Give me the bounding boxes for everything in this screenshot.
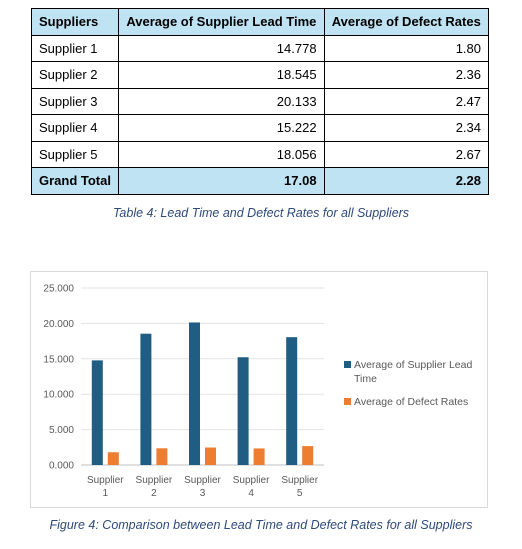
table-caption: Table 4: Lead Time and Defect Rates for … (112, 206, 410, 220)
defect-rate-value: 2.67 (323, 140, 490, 168)
grand-total-lead-time: 17.08 (118, 167, 325, 195)
y-tick-label: 20.000 (43, 319, 74, 330)
x-tick-label: 4 (248, 488, 254, 499)
y-tick-label: 5.000 (49, 425, 74, 436)
lead-time-bar (140, 333, 152, 465)
supplier-name: Supplier 1 (30, 34, 120, 62)
supplier-name: Supplier 3 (30, 87, 120, 115)
defect-rate-value: 2.34 (323, 114, 490, 142)
legend-label: Average of Supplier Lead (354, 359, 472, 371)
grand-total-row: Grand Total 17.08 2.28 (30, 167, 490, 195)
defect-rate-value: 2.47 (323, 87, 490, 115)
table-header-row: Suppliers Average of Supplier Lead Time … (30, 8, 490, 36)
defect-rate-value: 2.36 (323, 61, 490, 89)
y-tick-label: 10.000 (43, 390, 74, 401)
table-row: Supplier 5 18.056 2.67 (30, 140, 490, 168)
legend-swatch (344, 361, 351, 368)
supplier-name: Supplier 5 (30, 140, 120, 168)
lead-time-bar (286, 337, 298, 465)
x-tick-label: 1 (103, 488, 109, 499)
y-tick-label: 0.000 (49, 461, 74, 472)
defect-rate-bar (253, 448, 265, 465)
grand-total-label: Grand Total (30, 167, 120, 195)
lead-time-value: 18.545 (118, 61, 325, 89)
supplier-name: Supplier 2 (30, 61, 120, 89)
table-row: Supplier 1 14.778 1.80 (30, 34, 490, 62)
x-tick-label: Supplier (184, 475, 221, 486)
lead-time-value: 18.056 (118, 140, 325, 168)
chart-frame: 0.000 5.000 10.000 15.000 20.000 25.000 Suppli… (30, 271, 488, 508)
header-lead-time: Average of Supplier Lead Time (118, 8, 325, 36)
figure-caption: Figure 4: Comparison between Lead Time a… (49, 518, 473, 532)
grand-total-defect-rate: 2.28 (323, 167, 490, 195)
x-tick-label: 5 (297, 488, 303, 499)
bar-chart: 0.000 5.000 10.000 15.000 20.000 25.000 Suppli… (43, 284, 472, 500)
lead-time-value: 14.778 (118, 34, 325, 62)
table-row: Supplier 4 15.222 2.34 (30, 114, 490, 142)
legend-swatch (344, 398, 351, 405)
x-tick-label: Supplier (233, 475, 270, 486)
legend-label: Average of Defect Rates (354, 396, 468, 408)
x-tick-label: Supplier (136, 475, 173, 486)
defect-rate-bar (302, 446, 314, 465)
lead-time-value: 15.222 (118, 114, 325, 142)
defect-rate-value: 1.80 (323, 34, 490, 62)
defect-rate-bar (205, 447, 216, 465)
lead-time-bar (237, 357, 249, 465)
y-tick-label: 15.000 (43, 354, 74, 365)
supplier-table: Suppliers Average of Supplier Lead Time … (30, 8, 490, 195)
x-tick-label: Supplier (281, 475, 318, 486)
x-tick-label: 3 (200, 488, 206, 499)
legend-label: Time (354, 373, 377, 385)
supplier-name: Supplier 4 (30, 114, 120, 142)
table-row: Supplier 2 18.545 2.36 (30, 61, 490, 89)
lead-time-bar (91, 360, 103, 465)
defect-rate-bar (107, 452, 119, 465)
header-suppliers: Suppliers (30, 8, 120, 36)
table-row: Supplier 3 20.133 2.47 (30, 87, 490, 115)
header-defect-rates: Average of Defect Rates (323, 8, 490, 36)
x-tick-label: Supplier (87, 475, 124, 486)
defect-rate-bar (156, 448, 168, 465)
x-tick-label: 2 (151, 488, 157, 499)
y-tick-label: 25.000 (43, 284, 74, 295)
lead-time-bar (189, 322, 200, 465)
lead-time-value: 20.133 (118, 87, 325, 115)
